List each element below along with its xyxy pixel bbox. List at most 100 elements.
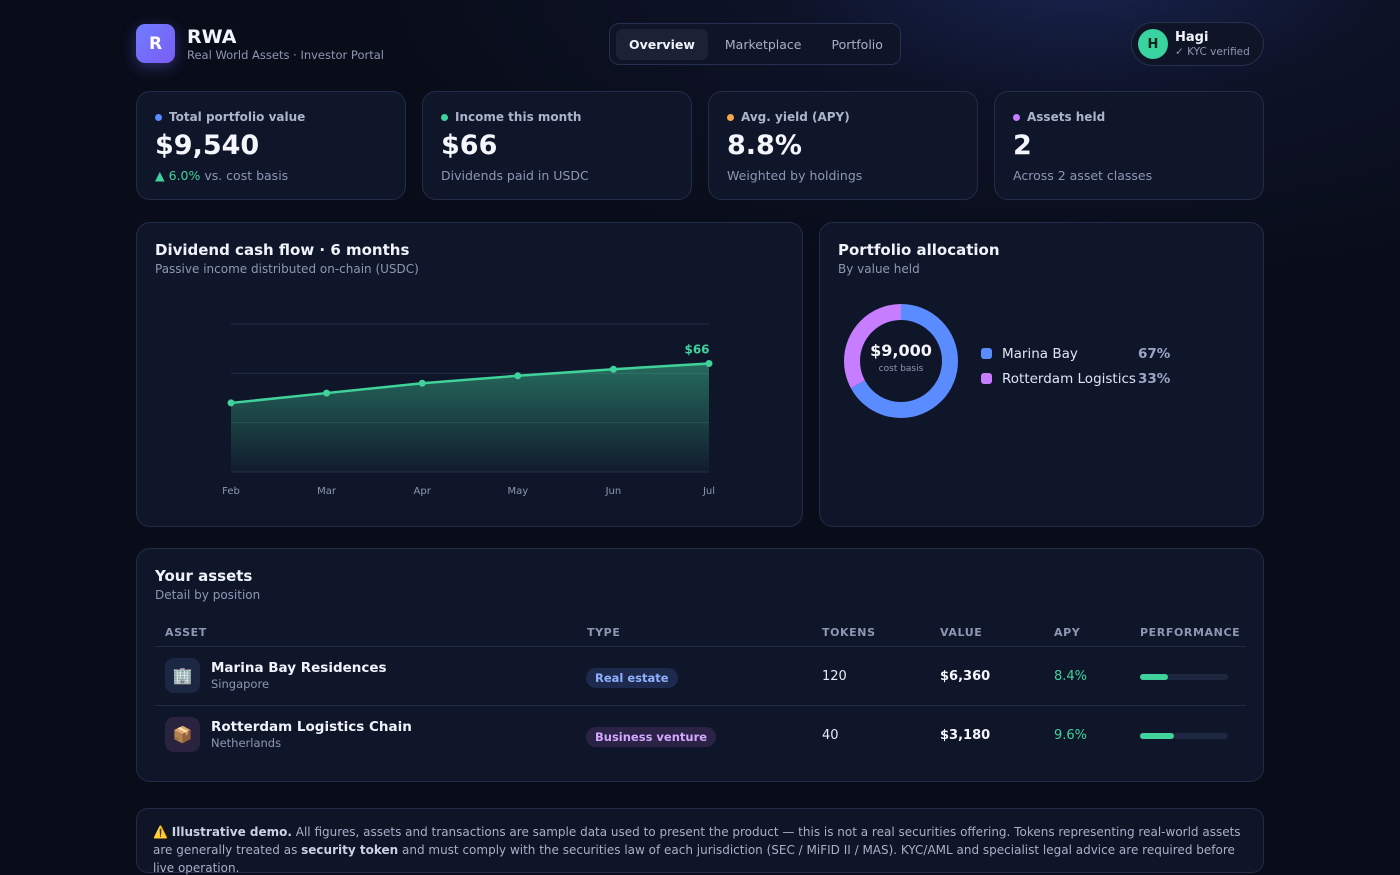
column-header-asset: ASSET: [165, 626, 207, 639]
tab-marketplace[interactable]: Marketplace: [724, 36, 802, 52]
legend-percent: 67%: [1138, 345, 1171, 362]
data-point: [227, 399, 235, 407]
stat-card-income: Income this month $66 Dividends paid in …: [422, 91, 692, 200]
disclaimer: ⚠️ Illustrative demo. All figures, asset…: [136, 808, 1264, 875]
asset-name[interactable]: Rotterdam Logistics Chain: [211, 719, 412, 735]
assets-subtitle: Detail by position: [155, 588, 261, 602]
x-tick-label: Feb: [222, 486, 240, 497]
stat-card-assets-held: Assets held 2 Across 2 asset classes: [994, 91, 1264, 200]
stat-card-yield: Avg. yield (APY) 8.8% Weighted by holdin…: [708, 91, 978, 200]
allocation-donut-chart: [844, 304, 958, 418]
value-cell: $3,180: [940, 728, 991, 743]
cashflow-card: Dividend cash flow · 6 months Passive in…: [136, 222, 803, 527]
tab-overview[interactable]: Overview: [616, 28, 708, 60]
warning-icon: ⚠️: [153, 825, 168, 839]
x-tick-label: Jul: [702, 486, 715, 497]
cashflow-subtitle: Passive income distributed on-chain (USD…: [155, 262, 419, 276]
x-tick-label: Mar: [317, 486, 337, 497]
stat-value: 8.8%: [727, 130, 802, 161]
donut-slice: [844, 304, 958, 418]
stat-sub: Dividends paid in USDC: [441, 168, 589, 183]
data-point: [705, 359, 713, 367]
change-indicator: ▲ 6.0%: [155, 168, 201, 183]
disclaimer-text: All figures, assets and transactions are…: [153, 825, 1241, 857]
stat-sub: vs. cost basis: [200, 168, 289, 183]
table-row[interactable]: 🏢 Marina Bay Residences Singapore Real e…: [155, 646, 1246, 705]
logo[interactable]: R: [136, 24, 175, 63]
stat-label: Income this month: [455, 110, 582, 124]
donut-center-label: cost basis: [878, 364, 924, 374]
data-point: [514, 372, 522, 380]
x-tick-label: May: [507, 486, 528, 497]
allocation-subtitle: By value held: [838, 262, 920, 276]
type-badge: Real estate: [586, 668, 678, 688]
allocation-card: Portfolio allocation By value held $9,00…: [819, 222, 1264, 527]
performance-bar: [1140, 674, 1228, 680]
user-menu[interactable]: H Hagi ✓ KYC verified: [1131, 22, 1264, 66]
main-nav: Overview Marketplace Portfolio: [609, 23, 901, 65]
stat-label: Total portfolio value: [169, 110, 306, 124]
series-line: [230, 362, 710, 405]
legend-swatch: [981, 348, 992, 359]
data-label: $66: [684, 342, 709, 356]
disclaimer-lead: Illustrative demo.: [171, 825, 292, 839]
performance-bar-fill: [1140, 674, 1169, 680]
stat-value: 2: [1013, 130, 1032, 161]
performance-bar-fill: [1140, 733, 1175, 739]
data-point: [418, 379, 426, 387]
column-header-value: VALUE: [940, 626, 983, 639]
allocation-legend: Marina Bay 67% Rotterdam Logistics 33%: [981, 341, 1170, 391]
allocation-title: Portfolio allocation: [838, 241, 1000, 259]
stat-sub: Across 2 asset classes: [1013, 168, 1153, 183]
tab-portfolio[interactable]: Portfolio: [831, 36, 883, 52]
tokens-cell: 120: [822, 669, 847, 684]
status-dot: [727, 113, 734, 121]
status-dot: [155, 113, 162, 121]
tokens-cell: 40: [822, 728, 839, 743]
brand-name: RWA: [187, 26, 237, 48]
cashflow-title: Dividend cash flow · 6 months: [155, 241, 410, 259]
stat-value: $9,540: [155, 130, 260, 161]
stat-label: Assets held: [1027, 110, 1106, 124]
legend-label: Rotterdam Logistics: [1002, 370, 1136, 387]
stat-label: Avg. yield (APY): [741, 110, 850, 124]
kyc-status: ✓ KYC verified: [1175, 46, 1250, 58]
disclaimer-emphasis: security token: [301, 843, 399, 857]
cashflow-chart: Feb Mar Apr May Jun Jul $66: [222, 323, 715, 497]
stat-value: $66: [441, 130, 498, 161]
apy-cell: 8.4%: [1054, 669, 1088, 684]
data-point: [609, 365, 617, 373]
performance-bar: [1140, 733, 1228, 739]
column-header-tokens: TOKENS: [822, 626, 876, 639]
table-row[interactable]: 📦 Rotterdam Logistics Chain Netherlands …: [155, 705, 1246, 764]
stat-card-portfolio-value: Total portfolio value $9,540 ▲ 6.0% vs. …: [136, 91, 406, 200]
assets-title: Your assets: [155, 567, 253, 585]
x-tick-label: Jun: [605, 486, 622, 497]
column-header-type: TYPE: [587, 626, 621, 639]
brand-subtitle: Real World Assets · Investor Portal: [187, 48, 384, 62]
status-dot: [441, 113, 448, 121]
column-header-performance: PERFORMANCE: [1140, 626, 1241, 639]
building-icon: 🏢: [165, 658, 200, 693]
legend-item: Marina Bay 67%: [981, 341, 1170, 366]
x-tick-label: Apr: [414, 486, 432, 497]
apy-cell: 9.6%: [1054, 728, 1088, 743]
header: R RWA Real World Assets · Investor Porta…: [136, 22, 1264, 67]
avatar: H: [1138, 29, 1168, 59]
column-header-apy: APY: [1054, 626, 1081, 639]
data-point: [323, 389, 331, 397]
status-dot: [1013, 113, 1020, 121]
legend-swatch: [981, 373, 992, 384]
legend-label: Marina Bay: [1002, 345, 1078, 362]
asset-location: Singapore: [211, 677, 270, 691]
asset-name[interactable]: Marina Bay Residences: [211, 660, 387, 676]
user-name: Hagi: [1175, 30, 1209, 45]
type-badge: Business venture: [586, 727, 717, 747]
stat-sub: Weighted by holdings: [727, 168, 863, 183]
asset-location: Netherlands: [211, 736, 282, 750]
value-cell: $6,360: [940, 669, 991, 684]
package-icon: 📦: [165, 717, 200, 752]
legend-item: Rotterdam Logistics 33%: [981, 366, 1170, 391]
donut-center-value: $9,000: [870, 341, 932, 360]
legend-percent: 33%: [1138, 370, 1171, 387]
